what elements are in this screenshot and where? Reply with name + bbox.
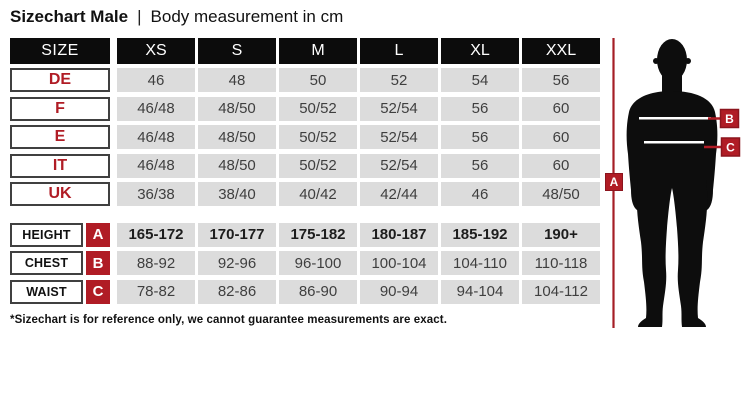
- table-cell: 46: [441, 182, 519, 206]
- table-cell: 48: [198, 68, 276, 92]
- header-size-label: SIZE: [10, 38, 110, 64]
- table-cell: 100-104: [360, 251, 438, 275]
- table-cell: 42/44: [360, 182, 438, 206]
- table-row-uk: UK 36/38 38/40 40/42 42/44 46 48/50: [10, 182, 600, 206]
- table-cell: 46/48: [117, 125, 195, 149]
- table-cell: 88-92: [117, 251, 195, 275]
- page-title-subtitle: Body measurement in cm: [150, 7, 344, 26]
- table-cell: 90-94: [360, 279, 438, 304]
- header-col-xs: XS: [117, 38, 195, 64]
- table-row-it: IT 46/48 48/50 50/52 52/54 56 60: [10, 153, 600, 178]
- table-row-de: DE 46 48 50 52 54 56: [10, 68, 600, 92]
- table-cell: 165-172: [117, 222, 195, 247]
- table-header-row: SIZE XS S M L XL XXL: [10, 38, 600, 64]
- measurement-label-group: CHEST B: [10, 251, 110, 275]
- measurement-label-waist: WAIST: [10, 279, 83, 304]
- table-cell: 48/50: [198, 125, 276, 149]
- figure-marker-a: A: [605, 173, 623, 191]
- table-cell: 36/38: [117, 182, 195, 206]
- svg-text:C: C: [726, 141, 735, 155]
- table-cell: 60: [522, 96, 600, 121]
- table-row-chest: CHEST B 88-92 92-96 96-100 100-104 104-1…: [10, 251, 600, 275]
- table-cell: 52: [360, 68, 438, 92]
- table-cell: 104-110: [441, 251, 519, 275]
- size-system-label-e: E: [10, 125, 110, 149]
- table-cell: 96-100: [279, 251, 357, 275]
- table-row-waist: WAIST C 78-82 82-86 86-90 90-94 94-104 1…: [10, 279, 600, 304]
- sizechart-table: SIZE XS S M L XL XXL DE 46 48 50 52 54 5…: [10, 38, 600, 308]
- header-col-s: S: [198, 38, 276, 64]
- table-cell: 104-112: [522, 279, 600, 304]
- table-cell: 50/52: [279, 125, 357, 149]
- table-row-height: HEIGHT A 165-172 170-177 175-182 180-187…: [10, 222, 600, 247]
- table-cell: 46: [117, 68, 195, 92]
- disclaimer-text: *Sizechart is for reference only, we can…: [10, 314, 447, 326]
- table-row-f: F 46/48 48/50 50/52 52/54 56 60: [10, 96, 600, 121]
- table-cell: 50/52: [279, 153, 357, 178]
- page-title-main: Sizechart Male: [10, 7, 129, 26]
- measurement-label-height: HEIGHT: [10, 222, 83, 247]
- table-cell: 40/42: [279, 182, 357, 206]
- table-cell: 50: [279, 68, 357, 92]
- table-cell: 82-86: [198, 279, 276, 304]
- table-cell: 180-187: [360, 222, 438, 247]
- table-cell: 46/48: [117, 153, 195, 178]
- table-cell: 48/50: [198, 96, 276, 121]
- table-cell: 56: [441, 153, 519, 178]
- svg-text:A: A: [610, 175, 619, 189]
- figure-marker-b: B: [719, 108, 740, 129]
- size-system-label-it: IT: [10, 153, 110, 178]
- size-system-label-uk: UK: [10, 182, 110, 206]
- figure-marker-c: C: [720, 137, 741, 157]
- table-cell: 50/52: [279, 96, 357, 121]
- table-cell: 170-177: [198, 222, 276, 247]
- table-cell: 46/48: [117, 96, 195, 121]
- table-cell: 190+: [522, 222, 600, 247]
- marker-badge-c: C: [86, 279, 110, 304]
- table-cell: 94-104: [441, 279, 519, 304]
- marker-badge-b: B: [86, 251, 110, 275]
- header-col-xl: XL: [441, 38, 519, 64]
- table-cell: 110-118: [522, 251, 600, 275]
- svg-text:B: B: [725, 112, 734, 126]
- table-cell: 52/54: [360, 96, 438, 121]
- header-col-m: M: [279, 38, 357, 64]
- table-cell: 54: [441, 68, 519, 92]
- table-cell: 56: [522, 68, 600, 92]
- title-separator: |: [137, 7, 142, 26]
- header-col-l: L: [360, 38, 438, 64]
- table-cell: 56: [441, 96, 519, 121]
- table-cell: 78-82: [117, 279, 195, 304]
- table-cell: 60: [522, 153, 600, 178]
- table-cell: 56: [441, 125, 519, 149]
- table-cell: 38/40: [198, 182, 276, 206]
- table-cell: 52/54: [360, 153, 438, 178]
- table-cell: 48/50: [522, 182, 600, 206]
- measurement-label-group: HEIGHT A: [10, 222, 110, 247]
- waist-measure-line: [644, 141, 704, 144]
- table-cell: 86-90: [279, 279, 357, 304]
- table-cell: 92-96: [198, 251, 276, 275]
- size-system-label-de: DE: [10, 68, 110, 92]
- table-cell: 175-182: [279, 222, 357, 247]
- measurement-label-group: WAIST C: [10, 279, 110, 304]
- header-col-xxl: XXL: [522, 38, 600, 64]
- table-cell: 60: [522, 125, 600, 149]
- measurement-label-chest: CHEST: [10, 251, 83, 275]
- marker-badge-a: A: [86, 222, 110, 247]
- table-cell: 52/54: [360, 125, 438, 149]
- table-cell: 48/50: [198, 153, 276, 178]
- male-body-figure: A B C: [605, 30, 750, 340]
- table-row-e: E 46/48 48/50 50/52 52/54 56 60: [10, 125, 600, 149]
- page-title: Sizechart Male | Body measurement in cm: [10, 7, 343, 27]
- male-silhouette: [626, 39, 718, 327]
- chest-measure-line: [639, 117, 711, 120]
- size-system-label-f: F: [10, 96, 110, 121]
- table-cell: 185-192: [441, 222, 519, 247]
